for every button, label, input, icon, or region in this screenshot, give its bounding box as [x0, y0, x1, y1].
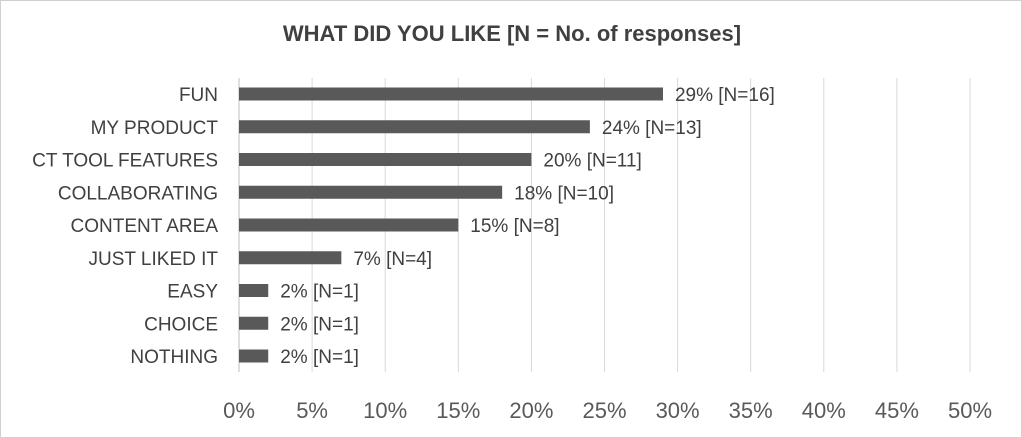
- x-tick-label: 50%: [948, 398, 992, 423]
- data-label: 29% [N=16]: [675, 85, 775, 106]
- category-label: CONTENT AREA: [71, 216, 219, 237]
- category-label: JUST LIKED IT: [88, 249, 218, 270]
- category-label: NOTHING: [130, 347, 218, 368]
- bar: [239, 218, 459, 232]
- bar: [239, 153, 532, 166]
- data-label: 2% [N=1]: [280, 314, 359, 335]
- x-tick-label: 45%: [875, 398, 919, 423]
- x-tick-label: 20%: [509, 398, 553, 423]
- data-label: 2% [N=1]: [280, 347, 359, 368]
- x-tick-label: 40%: [802, 398, 846, 423]
- category-label: COLLABORATING: [58, 183, 218, 204]
- x-tick-label: 10%: [363, 398, 407, 423]
- data-label: 15% [N=8]: [470, 216, 559, 237]
- x-tick-label: 15%: [436, 398, 480, 423]
- category-label: MY PRODUCT: [91, 118, 219, 139]
- bar: [239, 120, 590, 134]
- data-label: 20% [N=11]: [543, 151, 641, 172]
- data-label: 18% [N=10]: [514, 183, 614, 204]
- data-label: 7% [N=4]: [353, 249, 432, 270]
- bar: [239, 349, 269, 363]
- bar: [239, 316, 269, 330]
- chart-title: WHAT DID YOU LIKE [N = No. of responses]: [282, 21, 742, 46]
- bar: [239, 251, 342, 265]
- category-label: CT TOOL FEATURES: [32, 151, 218, 172]
- x-tick-label: 35%: [729, 398, 773, 423]
- data-label: 2% [N=1]: [280, 282, 359, 303]
- bar: [239, 185, 503, 199]
- x-tick-label: 30%: [656, 398, 700, 423]
- category-label: CHOICE: [144, 314, 218, 335]
- category-label: FUN: [179, 85, 218, 106]
- bar: [239, 284, 269, 297]
- data-label: 24% [N=13]: [602, 118, 702, 139]
- bar: [239, 87, 663, 101]
- x-tick-label: 25%: [582, 398, 626, 423]
- x-tick-label: 0%: [223, 398, 255, 423]
- category-label: EASY: [167, 282, 218, 303]
- x-tick-label: 5%: [296, 398, 328, 423]
